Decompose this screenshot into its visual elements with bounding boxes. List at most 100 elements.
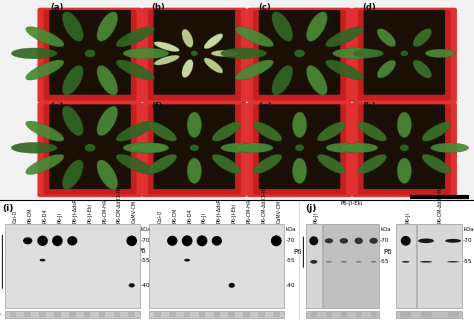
Ellipse shape <box>292 112 307 138</box>
Text: P6-CM-Δd23-HA: P6-CM-Δd23-HA <box>117 184 122 223</box>
Ellipse shape <box>97 160 118 189</box>
Bar <box>154 312 161 316</box>
Bar <box>326 312 332 316</box>
Ellipse shape <box>397 112 411 138</box>
Bar <box>39 312 46 316</box>
Ellipse shape <box>358 122 386 141</box>
Text: P6: P6 <box>137 248 146 254</box>
Ellipse shape <box>377 29 396 47</box>
Circle shape <box>401 51 407 55</box>
Text: P6: P6 <box>383 249 392 255</box>
Ellipse shape <box>425 49 455 58</box>
Bar <box>54 312 61 316</box>
FancyBboxPatch shape <box>148 10 241 100</box>
Bar <box>258 312 265 316</box>
Ellipse shape <box>340 238 348 244</box>
Text: -70: -70 <box>141 238 150 243</box>
Ellipse shape <box>235 143 273 153</box>
Ellipse shape <box>221 48 266 59</box>
Ellipse shape <box>221 143 259 153</box>
Text: (c): (c) <box>258 3 271 12</box>
Ellipse shape <box>333 48 378 59</box>
Text: P6-CM: P6-CM <box>27 207 33 223</box>
Bar <box>341 312 347 316</box>
Ellipse shape <box>318 122 346 141</box>
Ellipse shape <box>97 12 118 41</box>
Bar <box>447 312 459 316</box>
Text: kDa: kDa <box>463 227 474 232</box>
Text: -55: -55 <box>463 259 473 264</box>
Bar <box>84 312 91 316</box>
Text: P6-JI: P6-JI <box>406 212 411 223</box>
Circle shape <box>191 52 197 55</box>
Ellipse shape <box>148 154 176 174</box>
Ellipse shape <box>354 49 383 58</box>
Text: Col-O: Col-O <box>157 209 163 223</box>
Ellipse shape <box>325 238 333 243</box>
Circle shape <box>191 145 198 150</box>
Ellipse shape <box>431 143 469 153</box>
Ellipse shape <box>154 55 180 65</box>
Ellipse shape <box>318 154 346 174</box>
Text: -70: -70 <box>285 238 295 243</box>
Ellipse shape <box>26 154 64 174</box>
Ellipse shape <box>26 121 64 141</box>
Ellipse shape <box>40 259 46 261</box>
Ellipse shape <box>123 142 169 153</box>
Bar <box>169 312 175 316</box>
Ellipse shape <box>356 261 362 263</box>
Ellipse shape <box>182 29 193 47</box>
Ellipse shape <box>235 27 273 47</box>
Ellipse shape <box>11 142 57 153</box>
FancyBboxPatch shape <box>358 104 451 195</box>
Text: -55: -55 <box>380 259 390 264</box>
Text: P6-CM-HA: P6-CM-HA <box>246 198 252 223</box>
Ellipse shape <box>197 235 207 246</box>
Ellipse shape <box>97 106 118 136</box>
Bar <box>356 312 362 316</box>
Ellipse shape <box>397 158 411 184</box>
Text: P6-JI-Eki: P6-JI-Eki <box>87 203 92 223</box>
Ellipse shape <box>52 236 63 246</box>
Ellipse shape <box>37 236 48 246</box>
Ellipse shape <box>63 66 83 95</box>
Ellipse shape <box>97 66 118 95</box>
Ellipse shape <box>358 154 386 174</box>
Bar <box>114 312 120 316</box>
FancyBboxPatch shape <box>44 104 137 195</box>
Ellipse shape <box>271 235 282 246</box>
Bar <box>9 312 16 316</box>
Ellipse shape <box>253 154 282 174</box>
Ellipse shape <box>272 12 293 41</box>
Bar <box>128 312 135 316</box>
Bar <box>184 312 191 316</box>
Text: (a): (a) <box>50 3 63 12</box>
Text: -40: -40 <box>285 283 295 288</box>
Ellipse shape <box>187 112 201 138</box>
Ellipse shape <box>182 235 192 246</box>
Ellipse shape <box>128 283 135 287</box>
Ellipse shape <box>422 122 451 141</box>
FancyBboxPatch shape <box>259 10 340 95</box>
Ellipse shape <box>235 60 273 80</box>
FancyBboxPatch shape <box>352 8 457 103</box>
Text: P6-CM: P6-CM <box>172 207 177 223</box>
Ellipse shape <box>26 60 64 80</box>
Bar <box>396 311 462 317</box>
Ellipse shape <box>341 261 347 263</box>
Circle shape <box>401 145 408 150</box>
Ellipse shape <box>306 12 327 41</box>
Ellipse shape <box>402 261 410 263</box>
Text: RuBisCO: RuBisCO <box>0 312 1 317</box>
Bar <box>5 311 140 317</box>
Text: P6-D4: P6-D4 <box>43 208 47 223</box>
Ellipse shape <box>340 143 378 153</box>
Circle shape <box>295 50 304 56</box>
FancyBboxPatch shape <box>37 8 143 103</box>
FancyBboxPatch shape <box>253 104 346 195</box>
Text: (f): (f) <box>152 102 163 111</box>
Ellipse shape <box>422 154 451 174</box>
Text: -40: -40 <box>141 283 150 288</box>
Bar <box>24 312 31 316</box>
Ellipse shape <box>127 236 137 246</box>
